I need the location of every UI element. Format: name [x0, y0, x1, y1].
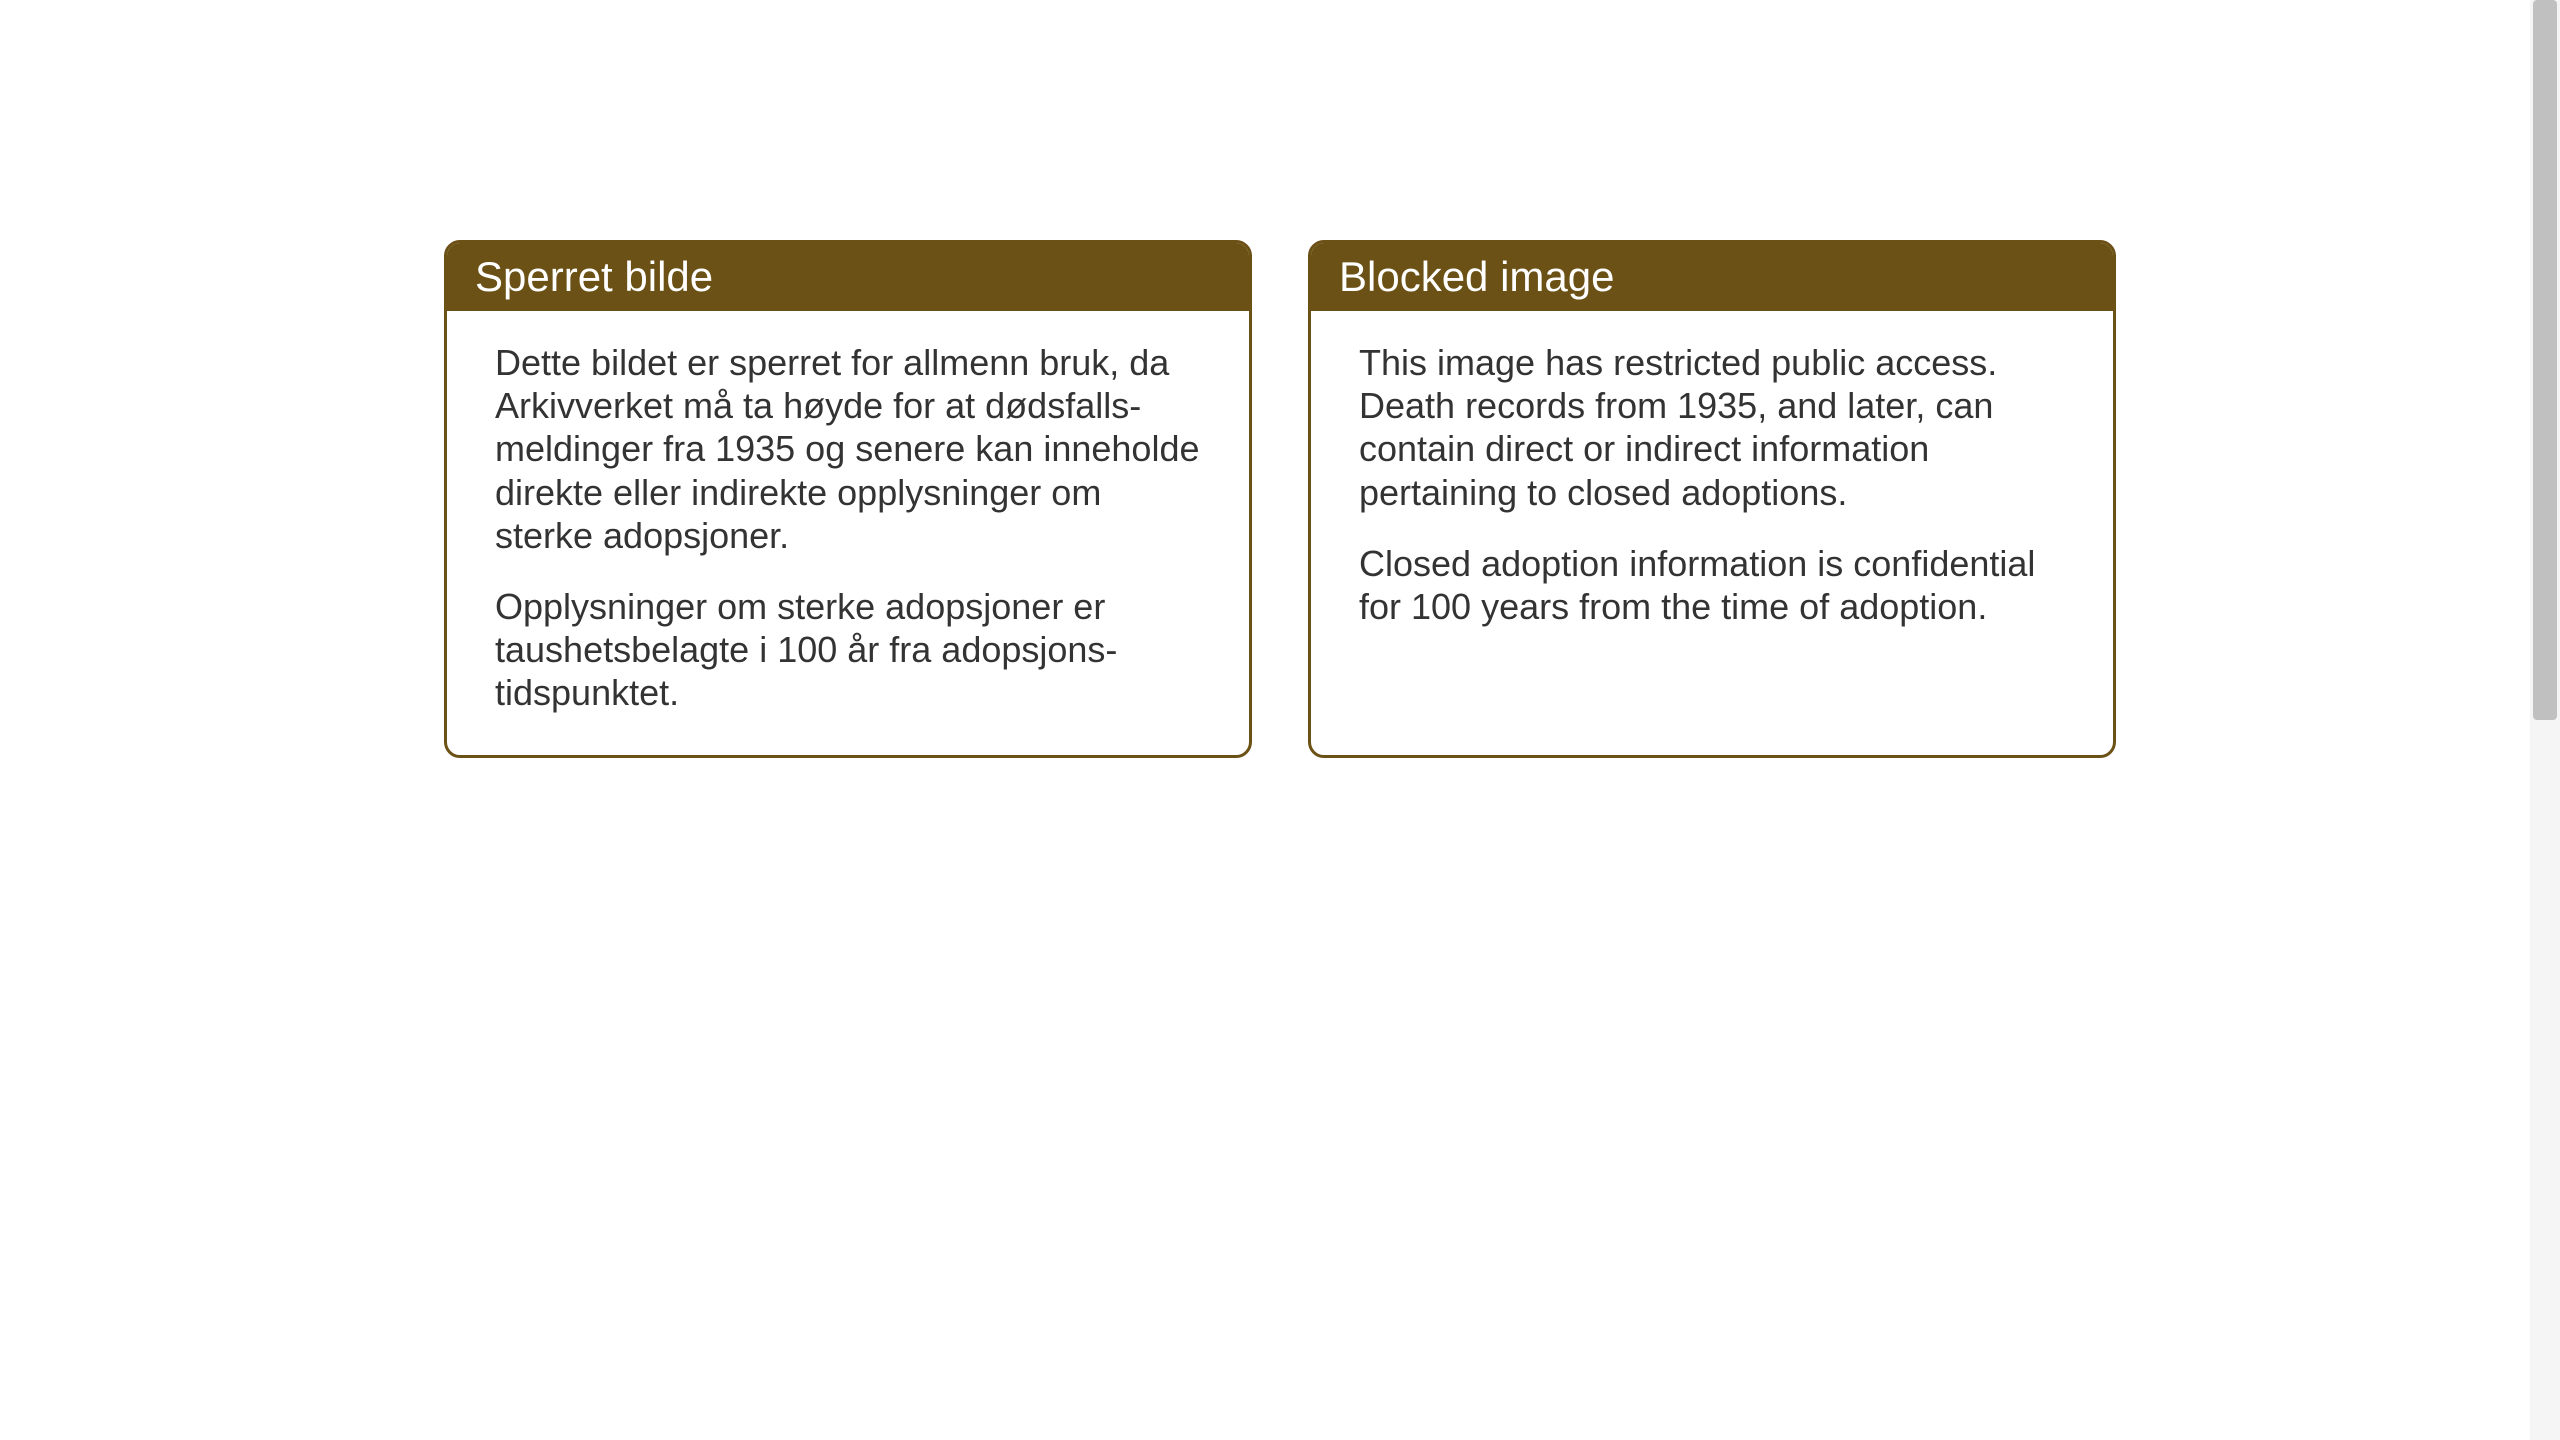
- notice-paragraph-2-english: Closed adoption information is confident…: [1359, 542, 2065, 628]
- notice-header-english: Blocked image: [1311, 243, 2113, 311]
- notice-body-norwegian: Dette bildet er sperret for allmenn bruk…: [447, 311, 1249, 755]
- notice-box-norwegian: Sperret bilde Dette bildet er sperret fo…: [444, 240, 1252, 758]
- notice-paragraph-1-norwegian: Dette bildet er sperret for allmenn bruk…: [495, 341, 1201, 557]
- notice-title-english: Blocked image: [1339, 253, 1614, 300]
- scrollbar-thumb[interactable]: [2533, 0, 2557, 720]
- notice-box-english: Blocked image This image has restricted …: [1308, 240, 2116, 758]
- notice-header-norwegian: Sperret bilde: [447, 243, 1249, 311]
- notice-container: Sperret bilde Dette bildet er sperret fo…: [444, 240, 2116, 758]
- scrollbar-track[interactable]: [2530, 0, 2560, 1440]
- notice-paragraph-1-english: This image has restricted public access.…: [1359, 341, 2065, 514]
- notice-title-norwegian: Sperret bilde: [475, 253, 713, 300]
- notice-paragraph-2-norwegian: Opplysninger om sterke adopsjoner er tau…: [495, 585, 1201, 715]
- notice-body-english: This image has restricted public access.…: [1311, 311, 2113, 668]
